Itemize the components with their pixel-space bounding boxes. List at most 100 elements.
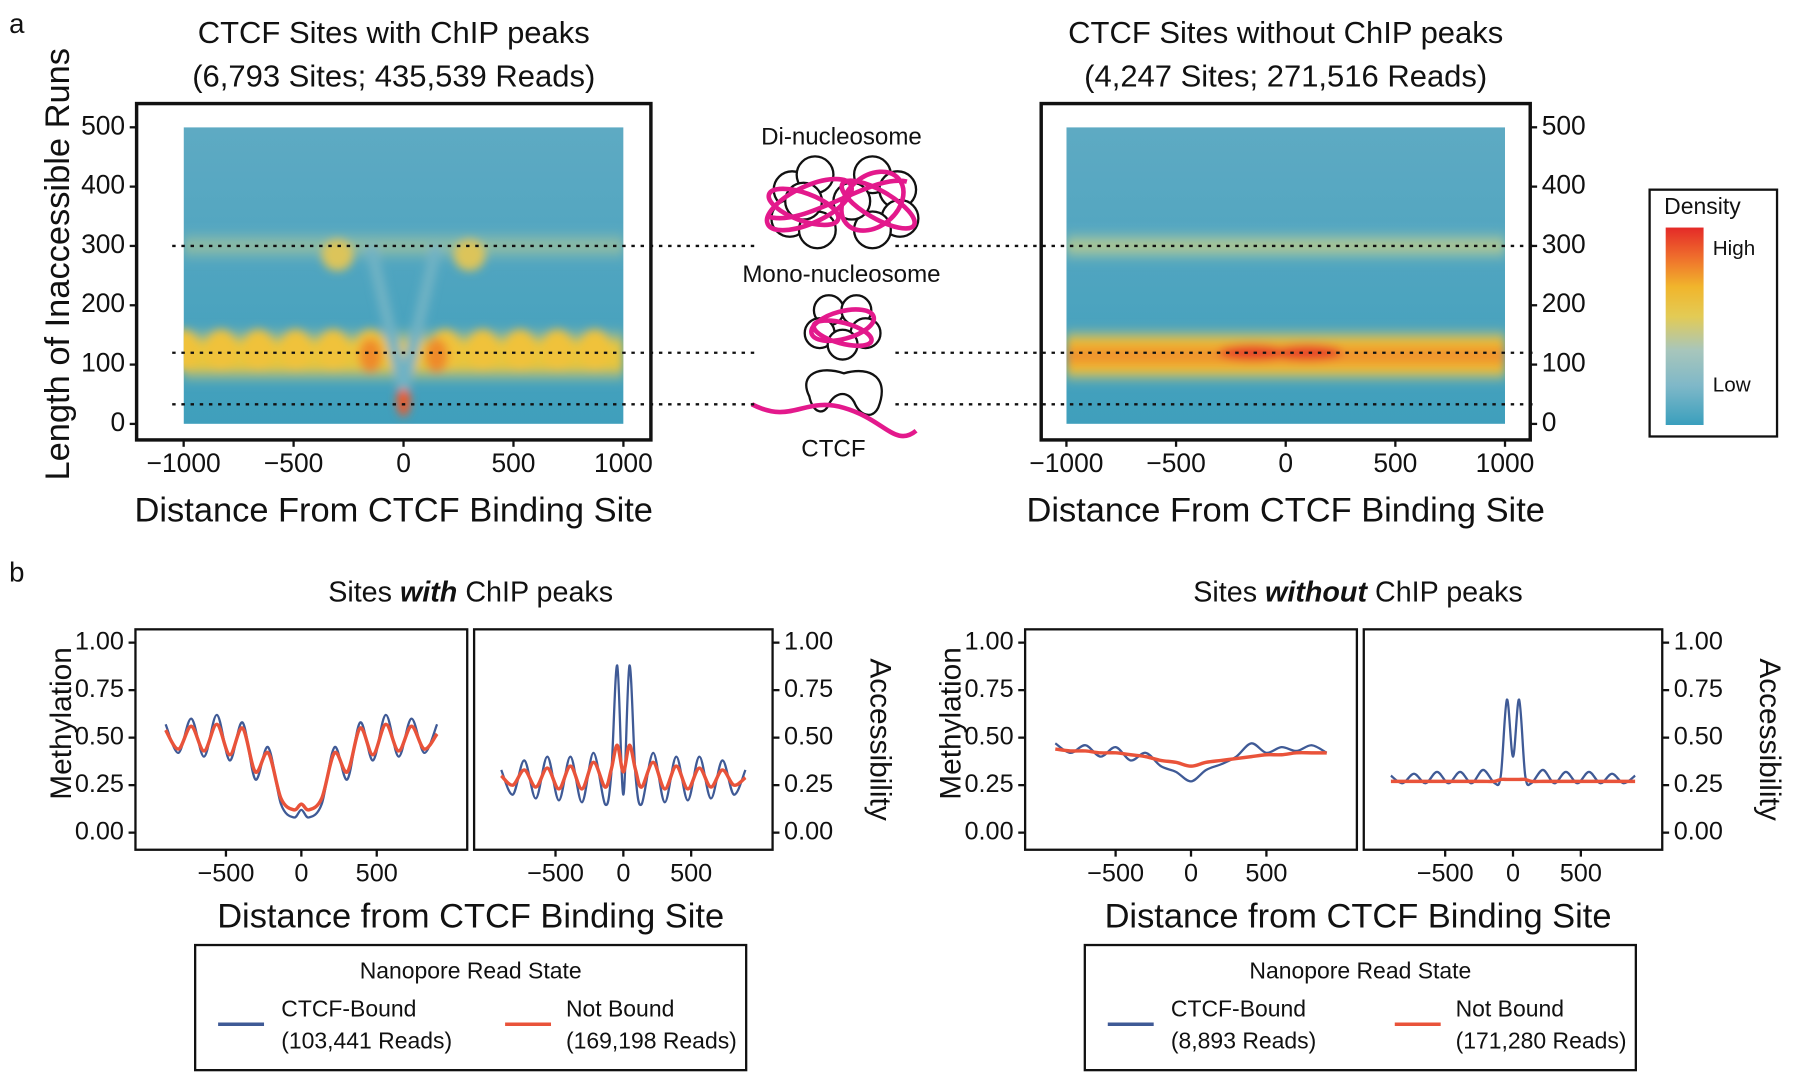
- series-line: [1054, 742, 1328, 783]
- legend-count: (8,893 Reads): [1171, 1028, 1316, 1054]
- x-tick-label: 0: [294, 860, 308, 888]
- y-tick-label: 1.00: [784, 627, 833, 655]
- diagram-label: Di-nucleosome: [761, 123, 922, 150]
- y-tick-label: 1.00: [75, 627, 124, 655]
- legend-box: [1083, 943, 1637, 1072]
- density-shadow: [364, 244, 443, 390]
- x-tick-label: 0: [1184, 860, 1198, 888]
- y-axis-label: Methylation: [935, 647, 968, 800]
- y-tick-label: 500: [1542, 110, 1586, 140]
- density-blob: [1273, 344, 1343, 361]
- y-tick-label: 0.50: [964, 722, 1013, 750]
- x-tick-label: −1000: [147, 448, 221, 478]
- plot-frame: [134, 101, 653, 442]
- x-tick-label: 0: [396, 448, 411, 478]
- y-tick-label: 0.50: [75, 722, 124, 750]
- diagram-label: CTCF: [801, 436, 865, 463]
- y-tick-label: 1.00: [1674, 627, 1723, 655]
- y-tick-label: 0.00: [964, 817, 1013, 845]
- x-axis-label: Distance From CTCF Binding Site: [135, 491, 653, 529]
- plot-frame: [1362, 628, 1664, 851]
- density-blob: [279, 329, 312, 371]
- density-band: [1066, 228, 1506, 264]
- title-part: with: [400, 576, 457, 608]
- x-tick-label: 500: [1245, 860, 1287, 888]
- diagram-label: Mono-nucleosome: [742, 261, 940, 288]
- heatmap-bands: [1066, 228, 1506, 386]
- legend-box: [194, 943, 748, 1072]
- y-tick-label: 0.75: [75, 675, 124, 703]
- x-tick-label: −500: [264, 448, 323, 478]
- chart-title: CTCF Sites with ChIP peaks: [198, 15, 590, 50]
- x-tick-label: 500: [491, 448, 535, 478]
- density-blob: [321, 238, 354, 271]
- y-tick-label: 0.25: [75, 770, 124, 798]
- x-tick-label: −1000: [1029, 448, 1103, 478]
- y-axis-label: Methylation: [45, 647, 78, 800]
- y-tick-label: 400: [81, 170, 125, 200]
- legend-label: CTCF-Bound: [281, 996, 416, 1022]
- heatmap: [183, 127, 624, 424]
- y-axis-label: Accessibility: [863, 658, 896, 821]
- x-tick-label: −500: [1417, 860, 1474, 888]
- y-tick-label: 400: [1542, 170, 1586, 200]
- y-tick-label: 0.25: [964, 770, 1013, 798]
- y-tick-label: 0.25: [1674, 770, 1723, 798]
- title-part: ChIP peaks: [1375, 576, 1523, 608]
- y-tick-label: 0.50: [1674, 722, 1723, 750]
- x-tick-label: 500: [1560, 860, 1602, 888]
- colorbar-label: Low: [1713, 373, 1751, 396]
- x-tick-label: 500: [1373, 448, 1417, 478]
- title-part: Sites: [1193, 576, 1257, 608]
- density-blob: [204, 329, 238, 371]
- series-line: [1055, 747, 1327, 768]
- dna-strand: [750, 169, 918, 439]
- legend-count: (171,280 Reads): [1456, 1028, 1627, 1054]
- group-title: Sites without ChIP peaks: [1193, 576, 1523, 608]
- title-part: without: [1265, 576, 1368, 608]
- x-tick-label: 1000: [594, 448, 653, 478]
- y-tick-label: 0.25: [784, 770, 833, 798]
- x-tick-label: 0: [1278, 448, 1293, 478]
- x-tick-label: 500: [670, 860, 712, 888]
- y-tick-label: 0.00: [1674, 817, 1723, 845]
- y-tick-label: 200: [1542, 288, 1586, 318]
- x-tick-label: −500: [198, 860, 255, 888]
- legend-label: Not Bound: [1456, 996, 1564, 1022]
- title-part: ChIP peaks: [465, 576, 613, 608]
- series-line: [500, 664, 747, 807]
- legend-label: Not Bound: [566, 996, 674, 1022]
- density-blob: [1218, 344, 1288, 361]
- colorbar-label: High: [1713, 237, 1755, 260]
- colorbar: [1665, 227, 1704, 425]
- series-line: [1390, 777, 1636, 784]
- chart-title: (4,247 Sites; 271,516 Reads): [1084, 59, 1487, 94]
- density-blob: [396, 384, 411, 417]
- panel-label: a: [9, 8, 25, 39]
- density-blob: [541, 329, 574, 371]
- y-tick-label: 300: [81, 229, 125, 259]
- y-tick-label: 300: [1542, 229, 1586, 259]
- legend-label: CTCF-Bound: [1171, 996, 1306, 1022]
- density-blob: [578, 329, 611, 371]
- heatmap-bands: [183, 228, 624, 417]
- y-tick-label: 1.00: [964, 627, 1013, 655]
- legend-title: Nanopore Read State: [360, 958, 582, 984]
- y-tick-label: 0.00: [75, 817, 124, 845]
- y-tick-label: 100: [81, 348, 125, 378]
- x-axis-label: Distance from CTCF Binding Site: [1105, 898, 1612, 936]
- heatmap: [1066, 127, 1506, 424]
- series-line: [164, 713, 439, 819]
- density-blob: [242, 329, 275, 371]
- x-axis-label: Distance from CTCF Binding Site: [217, 898, 724, 936]
- density-blob: [317, 329, 350, 371]
- title-part: Sites: [328, 576, 392, 608]
- chart-title: (6,793 Sites; 435,539 Reads): [192, 59, 595, 94]
- series-line: [1390, 698, 1636, 787]
- y-tick-label: 0.00: [784, 817, 833, 845]
- x-tick-label: 0: [1506, 860, 1520, 888]
- plot-frame: [472, 628, 774, 851]
- density-blob: [425, 338, 448, 373]
- colorbar-title: Density: [1664, 193, 1741, 219]
